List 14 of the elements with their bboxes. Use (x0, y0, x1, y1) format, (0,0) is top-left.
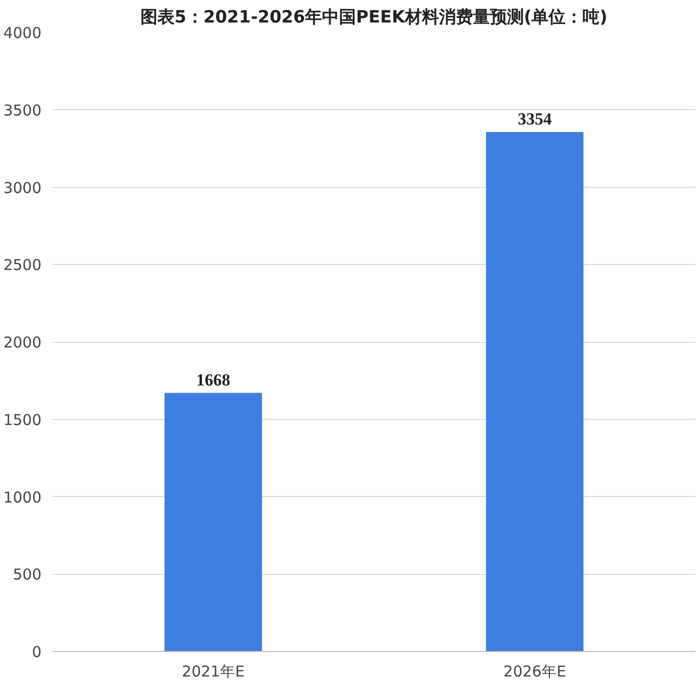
y-tick-label: 3000 (3, 178, 42, 197)
x-tick-label: 2021年E (182, 662, 245, 680)
y-tick-label: 4000 (3, 24, 42, 42)
y-tick-label: 1000 (3, 488, 42, 506)
x-tick-label: 2026年E (503, 662, 566, 680)
y-tick-label: 2500 (3, 256, 42, 274)
y-tick-label: 1500 (3, 410, 42, 429)
y-tick-label: 3500 (3, 101, 42, 120)
data-label: 3354 (518, 109, 552, 128)
chart-title: 图表5：2021-2026年中国PEEK材料消费量预测(单位：吨) (140, 8, 608, 28)
y-tick-label: 2000 (3, 334, 42, 352)
data-label: 1668 (196, 370, 230, 390)
y-tick-label: 500 (12, 566, 42, 584)
y-tick-label: 0 (32, 643, 42, 661)
